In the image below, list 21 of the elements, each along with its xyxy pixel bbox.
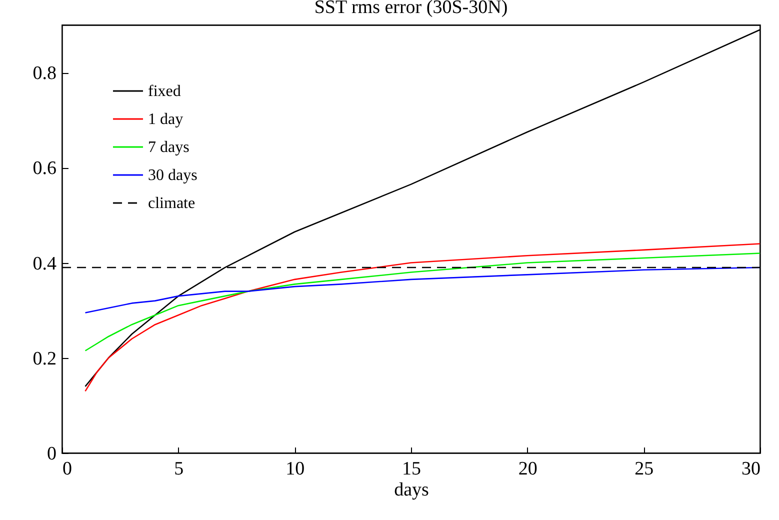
legend-label: fixed: [148, 83, 181, 100]
y-tick-label: 0.4: [32, 253, 57, 274]
y-tick-label: 0.8: [32, 63, 56, 84]
x-tick-label: 5: [174, 458, 184, 480]
x-tick-label: 25: [634, 458, 654, 480]
line-series: [84, 243, 761, 392]
x-tick-label: 30: [742, 458, 760, 480]
y-tick-label: 0.2: [32, 348, 56, 370]
x-tick-label: 10: [286, 458, 305, 480]
legend-label: 7 days: [148, 139, 190, 156]
chart-title: SST rms error (30S-30N): [314, 0, 508, 18]
x-tick-label: 15: [402, 458, 421, 480]
x-tick-label: 0: [62, 458, 72, 480]
legend-label: 1 day: [148, 111, 184, 128]
y-tick-label: 0.6: [32, 158, 56, 180]
y-tick-label: 0: [47, 444, 56, 464]
x-axis-title: days: [394, 480, 429, 500]
x-tick-label: 20: [518, 458, 538, 480]
legend-label: climate: [148, 195, 196, 212]
line-series: [84, 252, 761, 352]
legend-label: 30 days: [148, 167, 198, 184]
